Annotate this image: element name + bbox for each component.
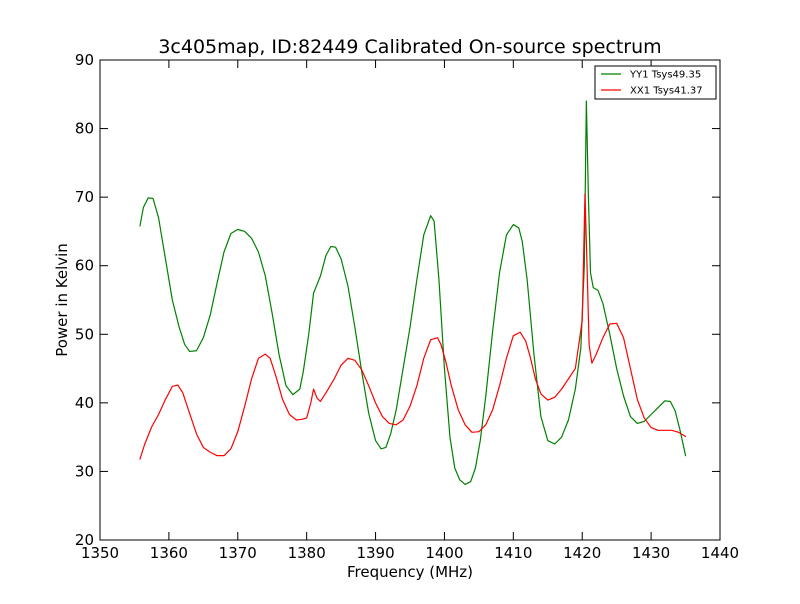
x-tick-label: 1410 <box>494 544 532 562</box>
x-tick-label: 1390 <box>356 544 394 562</box>
plot-area <box>100 60 720 540</box>
x-tick-label: 1380 <box>288 544 326 562</box>
y-tick-label: 80 <box>75 120 94 138</box>
legend: YY1 Tsys49.35 XX1 Tsys41.37 <box>594 65 717 100</box>
x-tick-label: 1430 <box>632 544 670 562</box>
legend-label-yy1: YY1 Tsys49.35 <box>629 70 701 81</box>
plot-frame <box>99 59 721 541</box>
x-axis-label: Frequency (MHz) <box>347 563 473 581</box>
axis-ticks: 1350 1360 1370 1380 1390 1400 1410 1420 1430 1440… <box>75 51 739 562</box>
x-tick-label: 1400 <box>425 544 463 562</box>
chart-title: 3c405map, ID:82449 Calibrated On-source … <box>158 36 661 58</box>
y-tick-label: 30 <box>75 462 94 480</box>
y-tick-label: 20 <box>75 531 94 549</box>
x-tick-label: 1350 <box>81 544 119 562</box>
x-tick-label: 1360 <box>150 544 188 562</box>
y-tick-label: 40 <box>75 394 94 412</box>
x-tick-label: 1370 <box>219 544 257 562</box>
y-tick-label: 70 <box>75 188 94 206</box>
y-tick-label: 90 <box>75 51 94 69</box>
legend-label-xx1: XX1 Tsys41.37 <box>630 86 703 97</box>
y-tick-label: 50 <box>75 325 94 343</box>
series-layer <box>139 100 687 486</box>
legend-box <box>594 65 717 100</box>
y-tick-label: 60 <box>75 257 94 275</box>
y-axis-label: Power in Kelvin <box>53 243 71 357</box>
x-tick-label: 1420 <box>563 544 601 562</box>
series-line-xx1 <box>139 193 687 460</box>
x-tick-label: 1440 <box>701 544 739 562</box>
series-line-yy1 <box>139 100 687 486</box>
